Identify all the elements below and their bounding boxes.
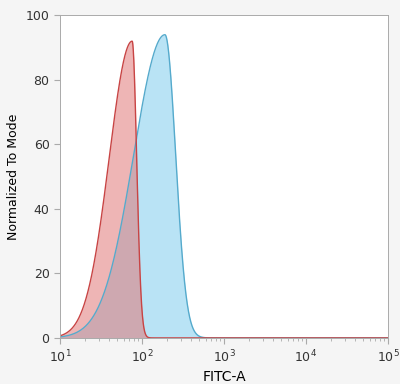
Y-axis label: Normalized To Mode: Normalized To Mode <box>7 113 20 240</box>
X-axis label: FITC-A: FITC-A <box>202 371 246 384</box>
